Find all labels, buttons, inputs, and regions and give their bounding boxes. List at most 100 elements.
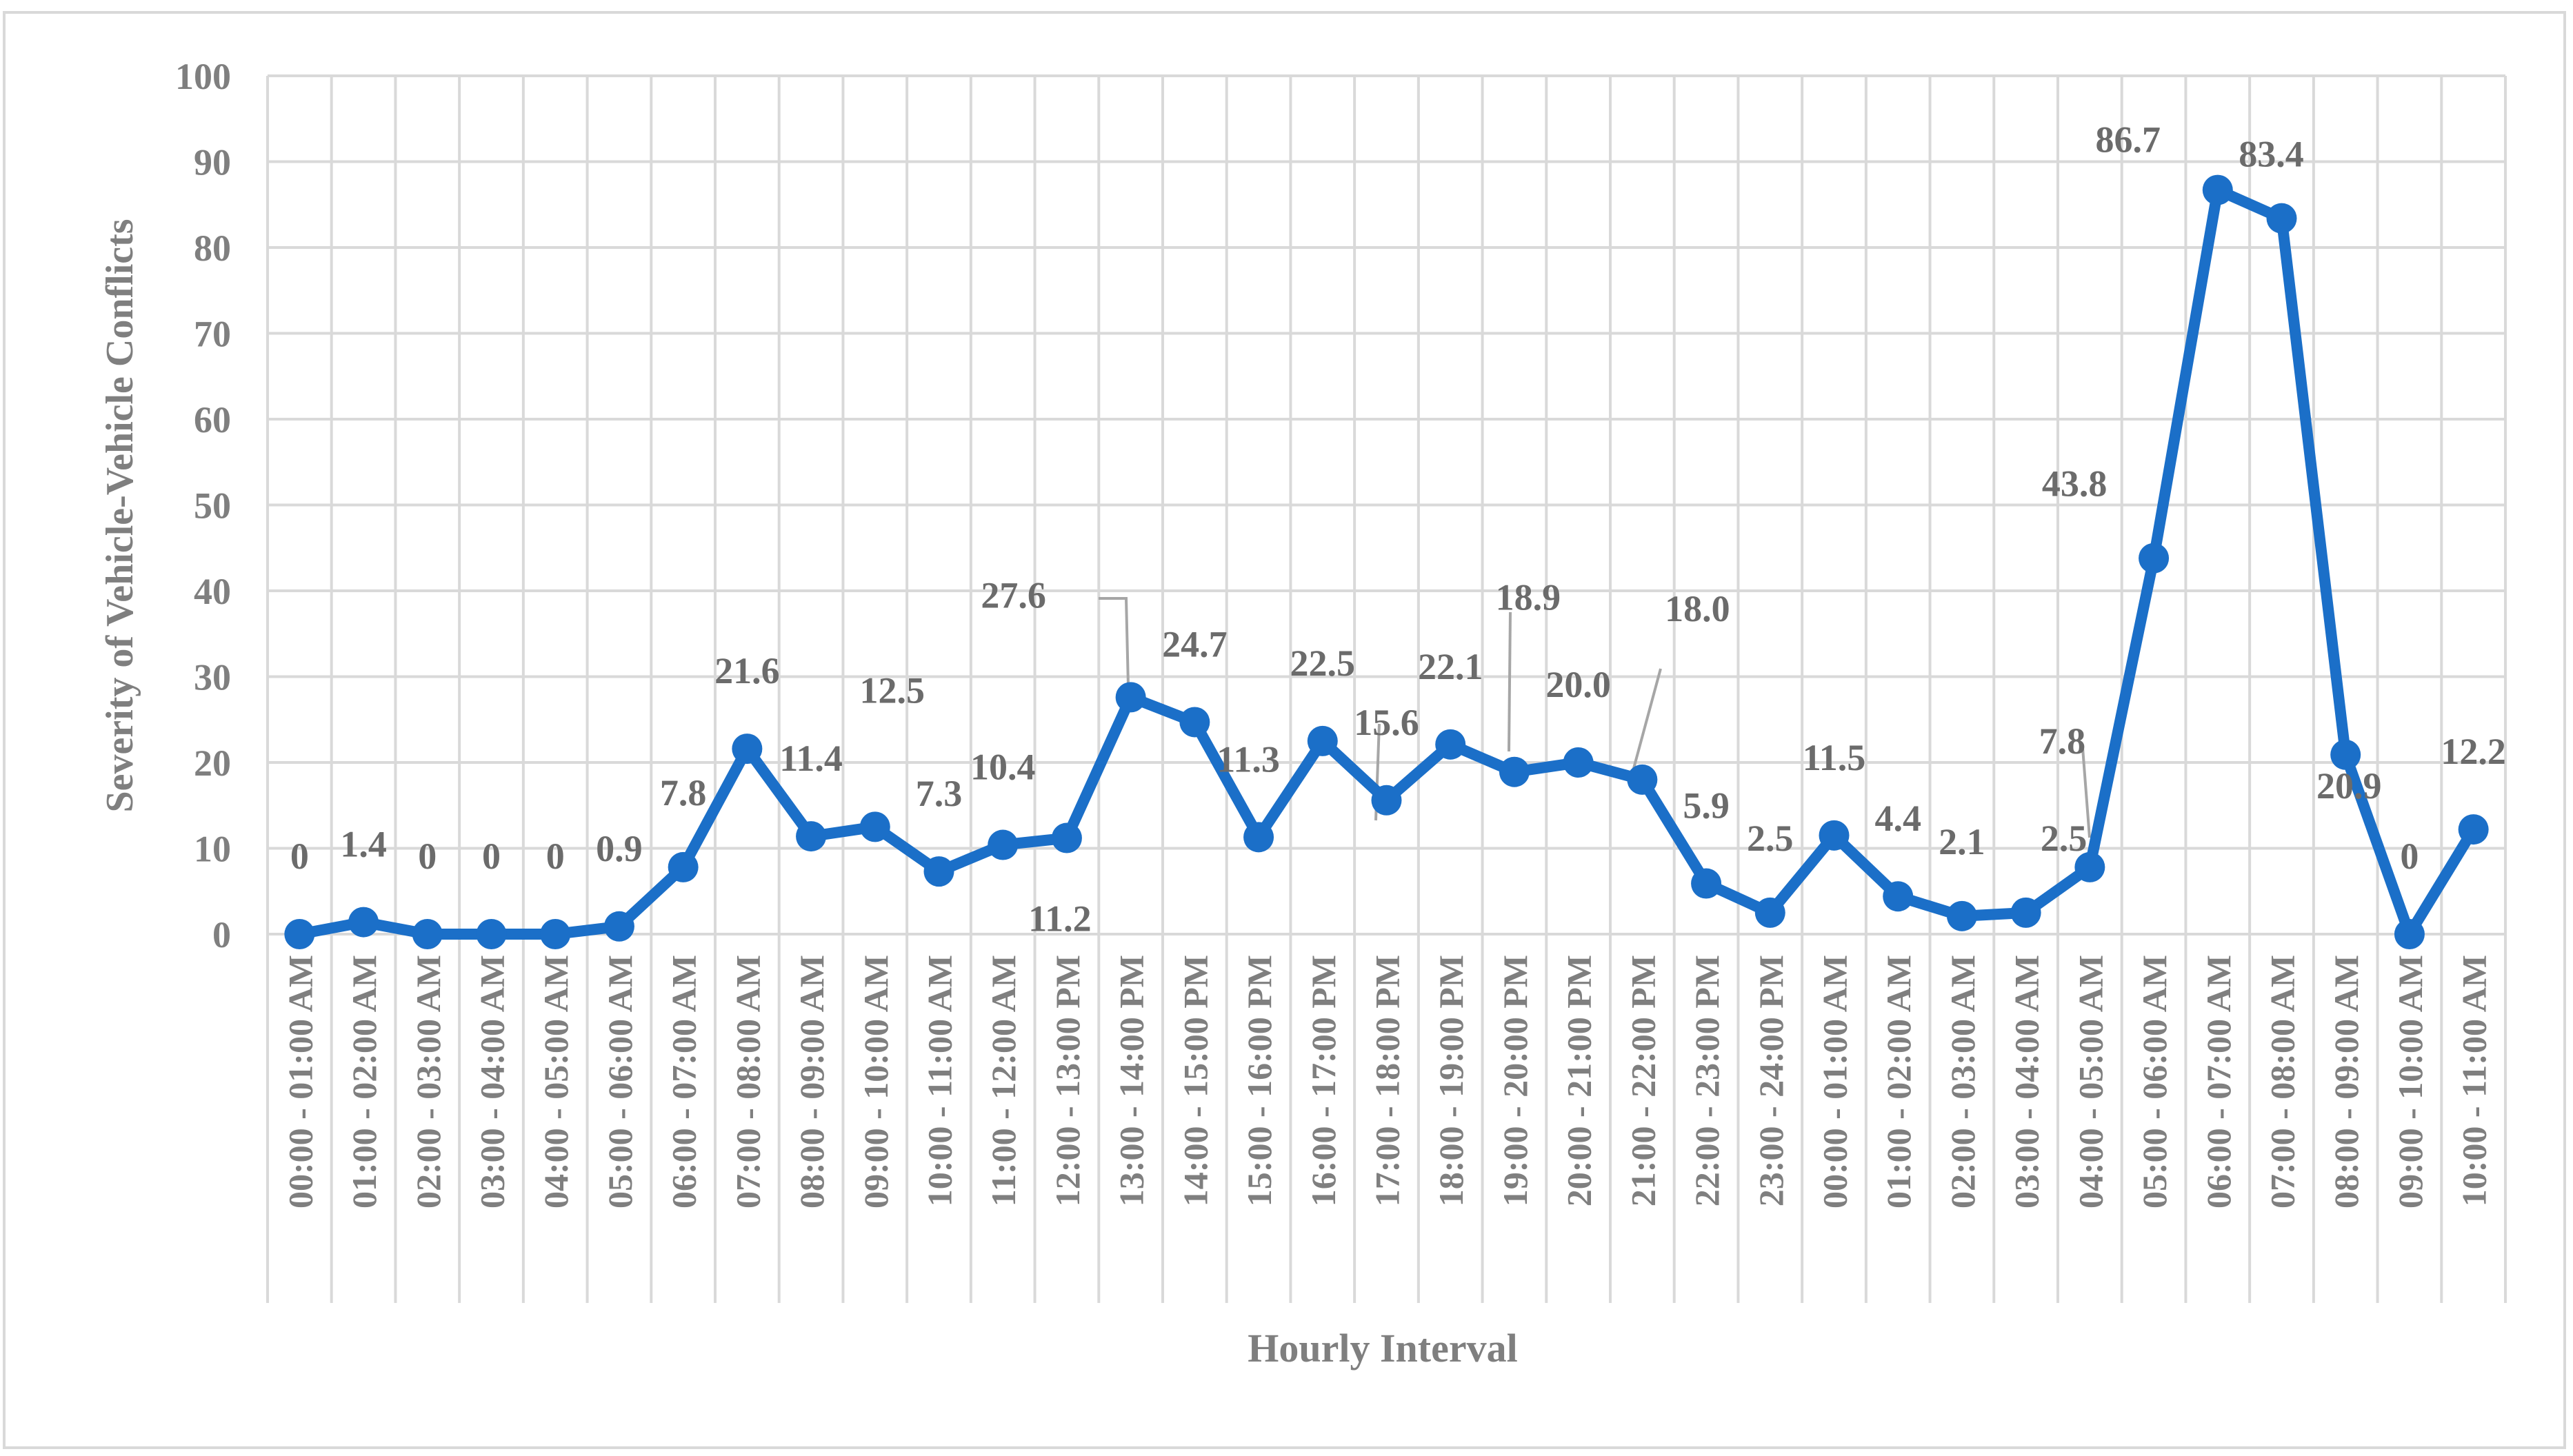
data-point <box>732 734 763 765</box>
y-tick-label: 90 <box>194 142 231 183</box>
data-point <box>2458 814 2489 845</box>
data-point <box>2010 897 2041 928</box>
data-point <box>284 919 315 949</box>
data-label: 15.6 <box>1354 702 1419 743</box>
gridlines <box>266 74 2507 1303</box>
data-point <box>2074 851 2105 882</box>
data-point <box>859 811 890 842</box>
x-tick-label: 09:00 - 10:00 AM <box>2391 955 2430 1209</box>
x-tick-label: 05:00 - 06:00 AM <box>601 955 639 1209</box>
x-tick-label: 04:00 - 05:00 AM <box>537 955 575 1209</box>
leader-line <box>1632 668 1662 771</box>
data-label: 2.5 <box>2041 818 2088 859</box>
data-point <box>988 829 1019 860</box>
y-tick-label: 40 <box>194 571 231 612</box>
x-tick-label: 06:00 - 07:00 AM <box>2199 955 2238 1209</box>
x-axis-title: Hourly Interval <box>1248 1326 1517 1371</box>
x-tick-label: 05:00 - 06:00 AM <box>2135 955 2174 1209</box>
x-tick-label: 17:00 - 18:00 PM <box>1368 955 1407 1206</box>
x-tick-label: 16:00 - 17:00 PM <box>1304 955 1343 1206</box>
x-tick-label: 15:00 - 16:00 PM <box>1240 955 1279 1206</box>
data-point <box>1179 707 1210 738</box>
data-label: 0 <box>418 836 437 877</box>
data-point <box>1627 764 1658 795</box>
leader-line <box>1099 597 1130 687</box>
data-point <box>1691 868 1722 899</box>
data-point <box>603 911 634 942</box>
data-label: 7.8 <box>2039 720 2086 762</box>
chart-frame <box>3 11 2566 1449</box>
data-point <box>540 919 571 949</box>
y-tick-labels: 0 10 20 30 40 50 60 70 80 90 100 <box>175 56 231 956</box>
y-tick-label: 50 <box>194 485 231 527</box>
label-leader-lines <box>1099 597 2091 838</box>
y-axis-title: Severity of Vehicle-Vehicle Conflicts <box>99 219 141 812</box>
data-label: 22.5 <box>1290 643 1356 684</box>
data-labels: 0 1.4 0 0 0 0.9 7.8 21.6 11.4 12.5 7.310.4 11.2 27.6… <box>290 119 2506 940</box>
data-point <box>1371 785 1402 816</box>
data-label: 0 <box>290 836 309 877</box>
x-tick-label: 10:00 - 11:00 AM <box>2455 955 2494 1206</box>
x-tick-label: 00:00 - 01:00 AM <box>1816 955 1854 1209</box>
data-points <box>284 174 2489 949</box>
x-tick-label: 12:00 - 13:00 PM <box>1048 955 1087 1206</box>
data-label: 12.5 <box>860 669 925 711</box>
x-tick-label: 10:00 - 11:00 AM <box>921 955 959 1206</box>
x-tick-label: 11:00 - 12:00 AM <box>984 955 1023 1206</box>
data-label: 18.9 <box>1496 577 1561 618</box>
x-tick-label: 22:00 - 23:00 PM <box>1688 955 1726 1206</box>
data-point <box>668 851 699 882</box>
leader-line <box>2081 747 2091 838</box>
x-tick-label: 20:00 - 21:00 PM <box>1560 955 1599 1206</box>
data-label: 2.1 <box>1939 821 1985 862</box>
data-label: 5.9 <box>1683 785 1730 827</box>
y-tick-label: 80 <box>194 228 231 269</box>
data-label: 22.1 <box>1418 646 1483 687</box>
data-label: 11.4 <box>779 738 843 779</box>
data-label: 11.3 <box>1217 738 1280 780</box>
data-label: 2.5 <box>1747 818 1794 859</box>
data-label: 83.4 <box>2239 134 2304 175</box>
data-point <box>476 919 507 949</box>
data-point <box>923 856 954 887</box>
data-label: 10.4 <box>970 747 1036 788</box>
x-tick-label: 06:00 - 07:00 AM <box>665 955 703 1209</box>
data-label: 4.4 <box>1874 798 1921 839</box>
data-label: 27.6 <box>981 574 1046 616</box>
x-tick-label: 08:00 - 09:00 AM <box>792 955 831 1209</box>
x-tick-label: 01:00 - 02:00 AM <box>1879 955 1918 1209</box>
y-tick-label: 60 <box>194 399 231 441</box>
data-point <box>796 821 827 852</box>
y-tick-label: 0 <box>212 914 231 956</box>
x-tick-label: 02:00 - 03:00 AM <box>1943 955 1982 1209</box>
data-label: 0.9 <box>596 828 643 869</box>
data-label: 7.8 <box>660 772 707 813</box>
x-tick-label: 09:00 - 10:00 AM <box>857 955 895 1209</box>
y-tick-label: 10 <box>194 829 231 870</box>
data-point <box>1115 682 1146 713</box>
data-point <box>2139 543 2170 574</box>
data-point <box>1051 822 1082 853</box>
leader-line <box>1508 611 1512 752</box>
y-tick-label: 100 <box>175 56 231 97</box>
x-tick-label: 00:00 - 01:00 AM <box>281 955 319 1209</box>
x-tick-label: 02:00 - 03:00 AM <box>409 955 448 1209</box>
x-tick-label: 04:00 - 05:00 AM <box>2071 955 2110 1209</box>
data-label: 1.4 <box>340 824 387 865</box>
data-label: 24.7 <box>1162 623 1228 665</box>
data-point <box>1946 900 1977 931</box>
data-point <box>1754 897 1785 928</box>
data-point <box>2330 739 2361 770</box>
x-tick-label: 03:00 - 04:00 AM <box>473 955 512 1209</box>
x-tick-label: 21:00 - 22:00 PM <box>1623 955 1662 1206</box>
data-label: 11.2 <box>1028 898 1092 940</box>
x-tick-labels: 00:00 - 01:00 AM 01:00 - 02:00 AM 02:00 - … <box>281 955 2493 1209</box>
x-tick-label: 19:00 - 20:00 PM <box>1496 955 1534 1206</box>
x-tick-label: 18:00 - 19:00 PM <box>1432 955 1470 1206</box>
data-point <box>1435 729 1466 760</box>
x-tick-label: 01:00 - 02:00 AM <box>345 955 383 1209</box>
data-label: 11.5 <box>1803 737 1866 778</box>
data-point <box>2394 919 2425 949</box>
